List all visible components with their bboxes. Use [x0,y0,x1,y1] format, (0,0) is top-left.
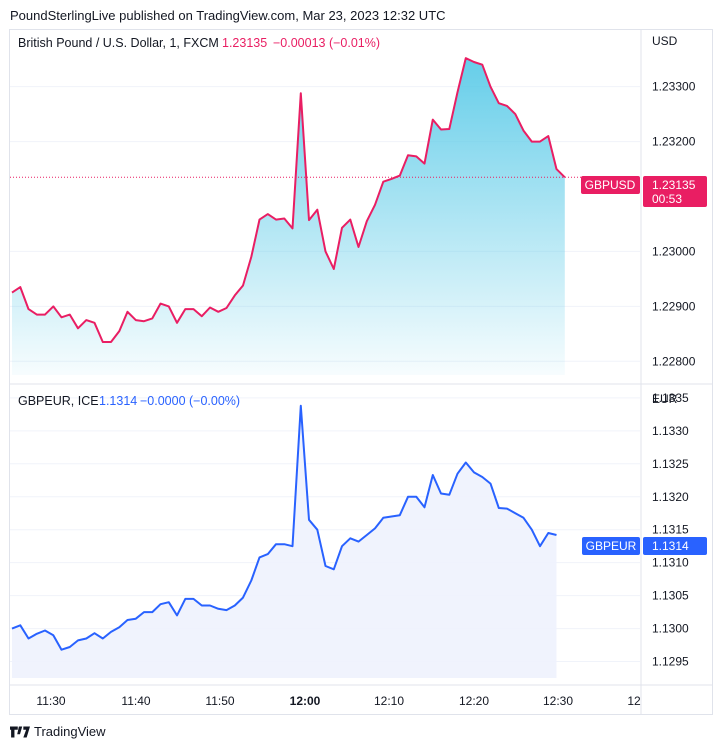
gbpusd-ytick-label: 1.23300 [652,80,696,94]
tradingview-logo-icon [10,725,30,738]
gbpusd-ytick-label: 1.22800 [652,354,696,368]
gbpusd-change: −0.00013 (−0.01%) [273,36,380,50]
gbpeur-change: −0.0000 (−0.00%) [140,394,240,408]
gbpusd-countdown: 00:53 [652,192,682,206]
gbpusd-ytick-label: 1.23000 [652,244,696,258]
gbpeur-ytick-label: 1.1330 [652,424,689,438]
gbpeur-symbol-badge [582,537,640,555]
gbpeur-ytick-label: 1.1305 [652,589,689,603]
gbpeur-ytick-label: 1.1300 [652,622,689,636]
gbpeur-ytick-label: 1.1295 [652,655,689,669]
gbpeur-pane[interactable]: GBPEUR, ICE 1.1314 −0.0000 (−0.00%) EUR … [11,391,707,678]
gbpusd-symbol-badge [581,176,640,194]
gbpusd-price-label: GBPUSD 1.23135 00:53 [581,176,707,207]
gbpusd-last-price: 1.23135 [222,36,267,50]
gbpeur-value-text: 1.1314 [652,539,689,553]
gbpeur-area [12,405,557,678]
gbpusd-line [11,57,566,343]
gbpeur-ytick-label: 1.1320 [652,490,689,504]
time-axis-label: 11:40 [121,694,150,708]
chart-frame: British Pound / U.S. Dollar, 1, FXCM 1.2… [9,29,713,715]
footer-brand: TradingView [34,724,106,739]
gbpeur-ytick-label: 1.1335 [652,391,689,405]
time-axis-label: 12:30 [543,694,573,708]
gbpusd-ytick-label: 1.23200 [652,135,696,149]
time-axis-label: 12 [627,694,641,708]
time-axis[interactable]: 11:30 11:40 11:50 12:00 12:10 12:20 12:30 12 [36,694,641,708]
gbpusd-area [12,58,565,375]
gbpusd-ytick-label: 1.22900 [652,299,696,313]
gbpeur-currency: EUR [652,392,678,406]
time-axis-label: 11:50 [205,694,234,708]
gbpeur-last-price: 1.1314 [99,394,137,408]
time-axis-label: 12:00 [290,694,321,708]
gbpusd-value-text: 1.23135 [652,178,696,192]
gbpeur-ytick-label: 1.1315 [652,523,689,537]
time-axis-label: 11:30 [36,694,65,708]
gbpeur-symbol-text: GBPEUR [586,539,637,553]
gbpeur-line [11,404,557,651]
gbpeur-ytick-label: 1.1310 [652,556,689,570]
gbpeur-title: GBPEUR, ICE [18,394,99,408]
time-axis-label: 12:10 [374,694,404,708]
publish-header: PoundSterlingLive published on TradingVi… [10,8,446,23]
gbpusd-currency: USD [652,34,678,48]
time-axis-label: 12:20 [459,694,489,708]
gbpeur-price-axis[interactable]: 1.1335 1.1330 1.1325 1.1320 1.1315 1.1310 1.13… [652,391,689,669]
gbpusd-price-axis[interactable]: 1.23300 1.23200 1.23000 1.22900 1.22800 [652,80,696,369]
gbpusd-symbol-text: GBPUSD [585,178,636,192]
gbpeur-price-label: GBPEUR 1.1314 [582,537,707,555]
footer: TradingView [10,724,106,739]
gbpeur-value-badge [643,537,707,555]
gbpusd-value-badge [643,176,707,207]
gbpeur-ytick-label: 1.1325 [652,457,689,471]
gbpusd-title: British Pound / U.S. Dollar, 1, FXCM [18,36,219,50]
gbpusd-pane[interactable]: British Pound / U.S. Dollar, 1, FXCM 1.2… [10,34,707,375]
chart-svg[interactable]: British Pound / U.S. Dollar, 1, FXCM 1.2… [10,30,712,714]
